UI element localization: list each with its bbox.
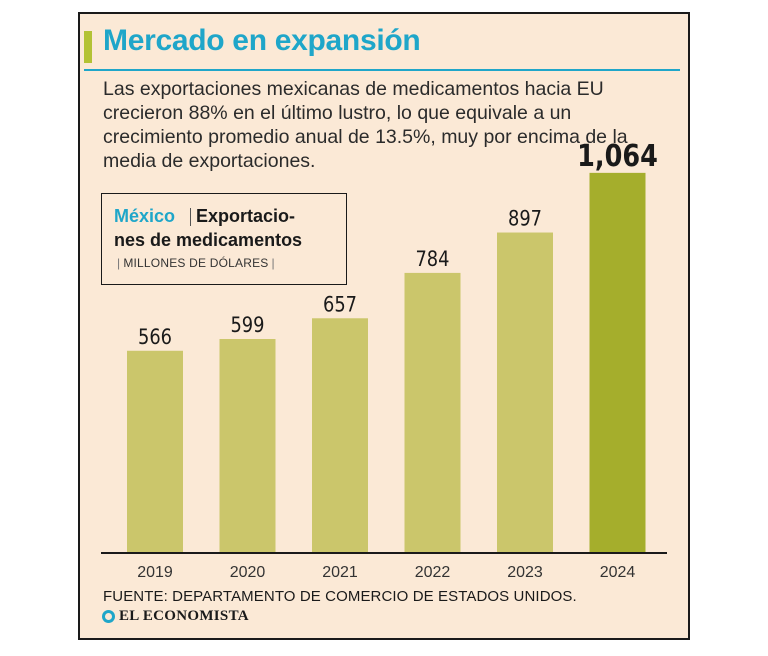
x-tick-label-2021: 2021 bbox=[322, 564, 358, 581]
units-label: MILLONES DE DÓLARES bbox=[123, 256, 269, 270]
bar-2021 bbox=[312, 318, 368, 553]
x-tick-label-2023: 2023 bbox=[507, 564, 543, 581]
bar-2024 bbox=[589, 172, 646, 553]
chart-title: Mercado en expansión bbox=[103, 24, 421, 57]
x-tick-label-2019: 2019 bbox=[137, 564, 173, 581]
bar-2020 bbox=[219, 338, 276, 553]
legend-series-name-line1: Exportacio- bbox=[196, 206, 296, 226]
bar-2019 bbox=[127, 350, 183, 553]
value-label-2021: 657 bbox=[323, 292, 357, 317]
source-note: FUENTE: DEPARTAMENTO DE COMERCIO DE ESTA… bbox=[103, 588, 577, 605]
series-legend-box: México Exportacio- nes de medicamentos |… bbox=[101, 193, 347, 285]
value-label-2019: 566 bbox=[138, 324, 172, 349]
value-label-2020: 599 bbox=[230, 313, 264, 338]
title-underline bbox=[84, 69, 680, 71]
legend-units: | MILLONES DE DÓLARES | bbox=[117, 256, 275, 270]
bar-2022 bbox=[404, 272, 461, 553]
x-tick-label-2024: 2024 bbox=[600, 564, 636, 581]
publisher-name: EL ECONOMISTA bbox=[119, 608, 249, 624]
chart-description: Las exportaciones mexicanas de medicamen… bbox=[103, 78, 628, 172]
legend-divider bbox=[190, 208, 191, 226]
legend-country: México bbox=[114, 206, 176, 226]
value-label-2022: 784 bbox=[415, 247, 449, 272]
value-label-2024: 1,064 bbox=[577, 138, 658, 174]
title-accent-bar bbox=[84, 31, 92, 63]
x-tick-label-2022: 2022 bbox=[415, 564, 451, 581]
legend-series-name-line2: nes de medicamentos bbox=[114, 230, 303, 250]
publisher-logo-icon bbox=[102, 610, 115, 623]
x-tick-label-2020: 2020 bbox=[230, 564, 266, 581]
publisher-brand: EL ECONOMISTA bbox=[102, 608, 249, 625]
bar-2023 bbox=[497, 232, 553, 553]
value-label-2023: 897 bbox=[508, 206, 542, 231]
